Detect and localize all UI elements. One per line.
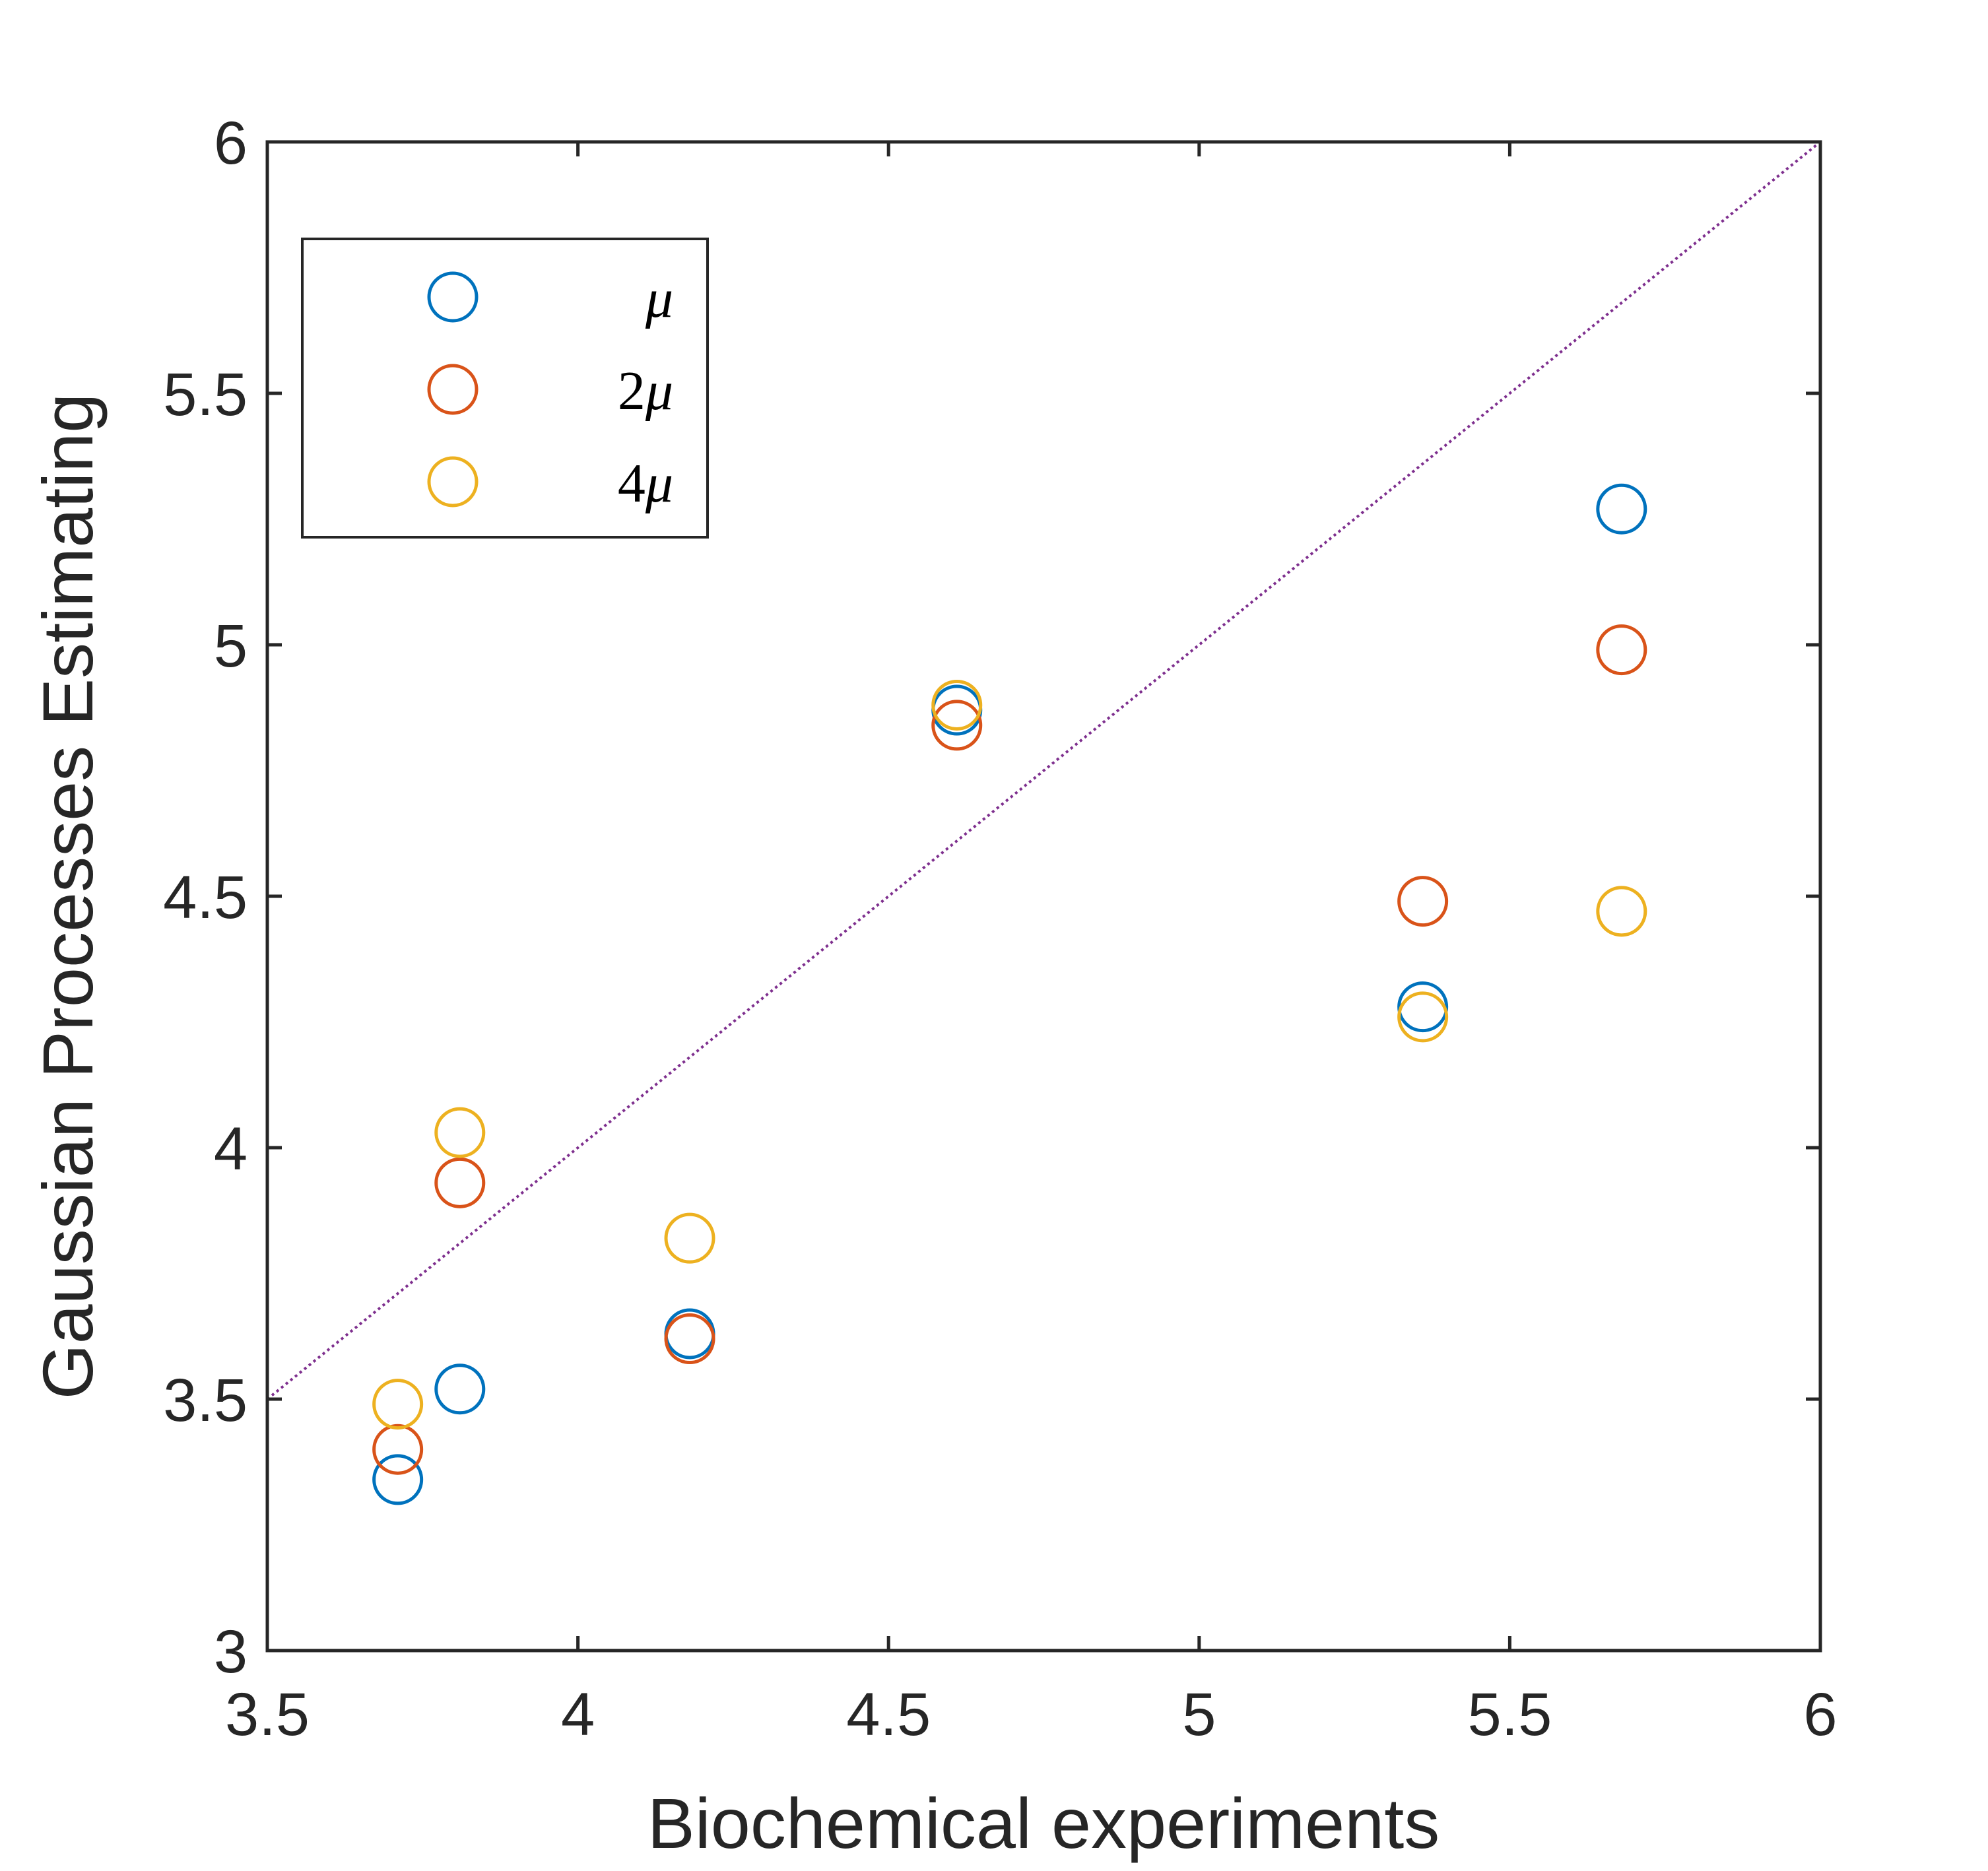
y-tick-label: 3.5 [163,1367,248,1434]
y-axis-label: Gaussian Processes Estimating [28,393,108,1400]
x-tick-label: 4.5 [846,1681,931,1748]
data-point-series-1 [1596,483,1647,535]
legend-marker-2 [427,364,479,415]
y-tick-label: 6 [214,110,248,177]
x-tick-label: 6 [1803,1681,1837,1748]
data-point-series-2 [664,1313,715,1365]
x-axis-label: Biochemical experiments [647,1783,1440,1863]
y-tick-label: 4.5 [163,864,248,931]
y-tick-label: 3 [214,1618,248,1686]
legend-box [301,238,709,539]
data-point-series-3 [1596,886,1647,937]
x-tick-label: 3.5 [225,1681,310,1748]
legend-label-3: 4μ [618,453,673,514]
legend-label-1: μ [645,268,673,329]
data-point-series-2 [372,1424,424,1475]
legend-label-prefix: 4 [618,453,646,514]
data-point-series-1 [372,1454,424,1505]
x-tick-label: 5.5 [1467,1681,1552,1748]
data-point-series-3 [434,1107,486,1158]
data-point-series-3 [931,679,983,731]
legend-marker-1 [427,271,479,323]
x-tick-label: 4 [561,1681,595,1748]
data-point-series-1 [1397,981,1449,1033]
data-point-series-3 [664,1212,715,1264]
data-point-series-2 [434,1157,486,1208]
data-point-series-3 [1397,991,1449,1043]
legend-label-2: 2μ [618,360,673,422]
y-tick-label: 5 [214,612,248,680]
data-point-series-3 [372,1379,424,1430]
identity-reference-line [266,141,1822,1400]
data-point-series-2 [1397,876,1449,927]
legend-label-symbol: μ [645,453,673,514]
legend-label-prefix: 2 [618,360,646,422]
legend-label-symbol: μ [645,360,673,422]
data-point-series-2 [1596,624,1647,676]
data-point-series-2 [931,700,983,751]
x-tick-label: 5 [1182,1681,1216,1748]
y-tick-label: 4 [214,1115,248,1183]
y-tick-label: 5.5 [163,361,248,428]
legend-marker-3 [427,456,479,508]
legend-label-symbol: μ [645,268,673,329]
data-point-series-1 [434,1363,486,1415]
